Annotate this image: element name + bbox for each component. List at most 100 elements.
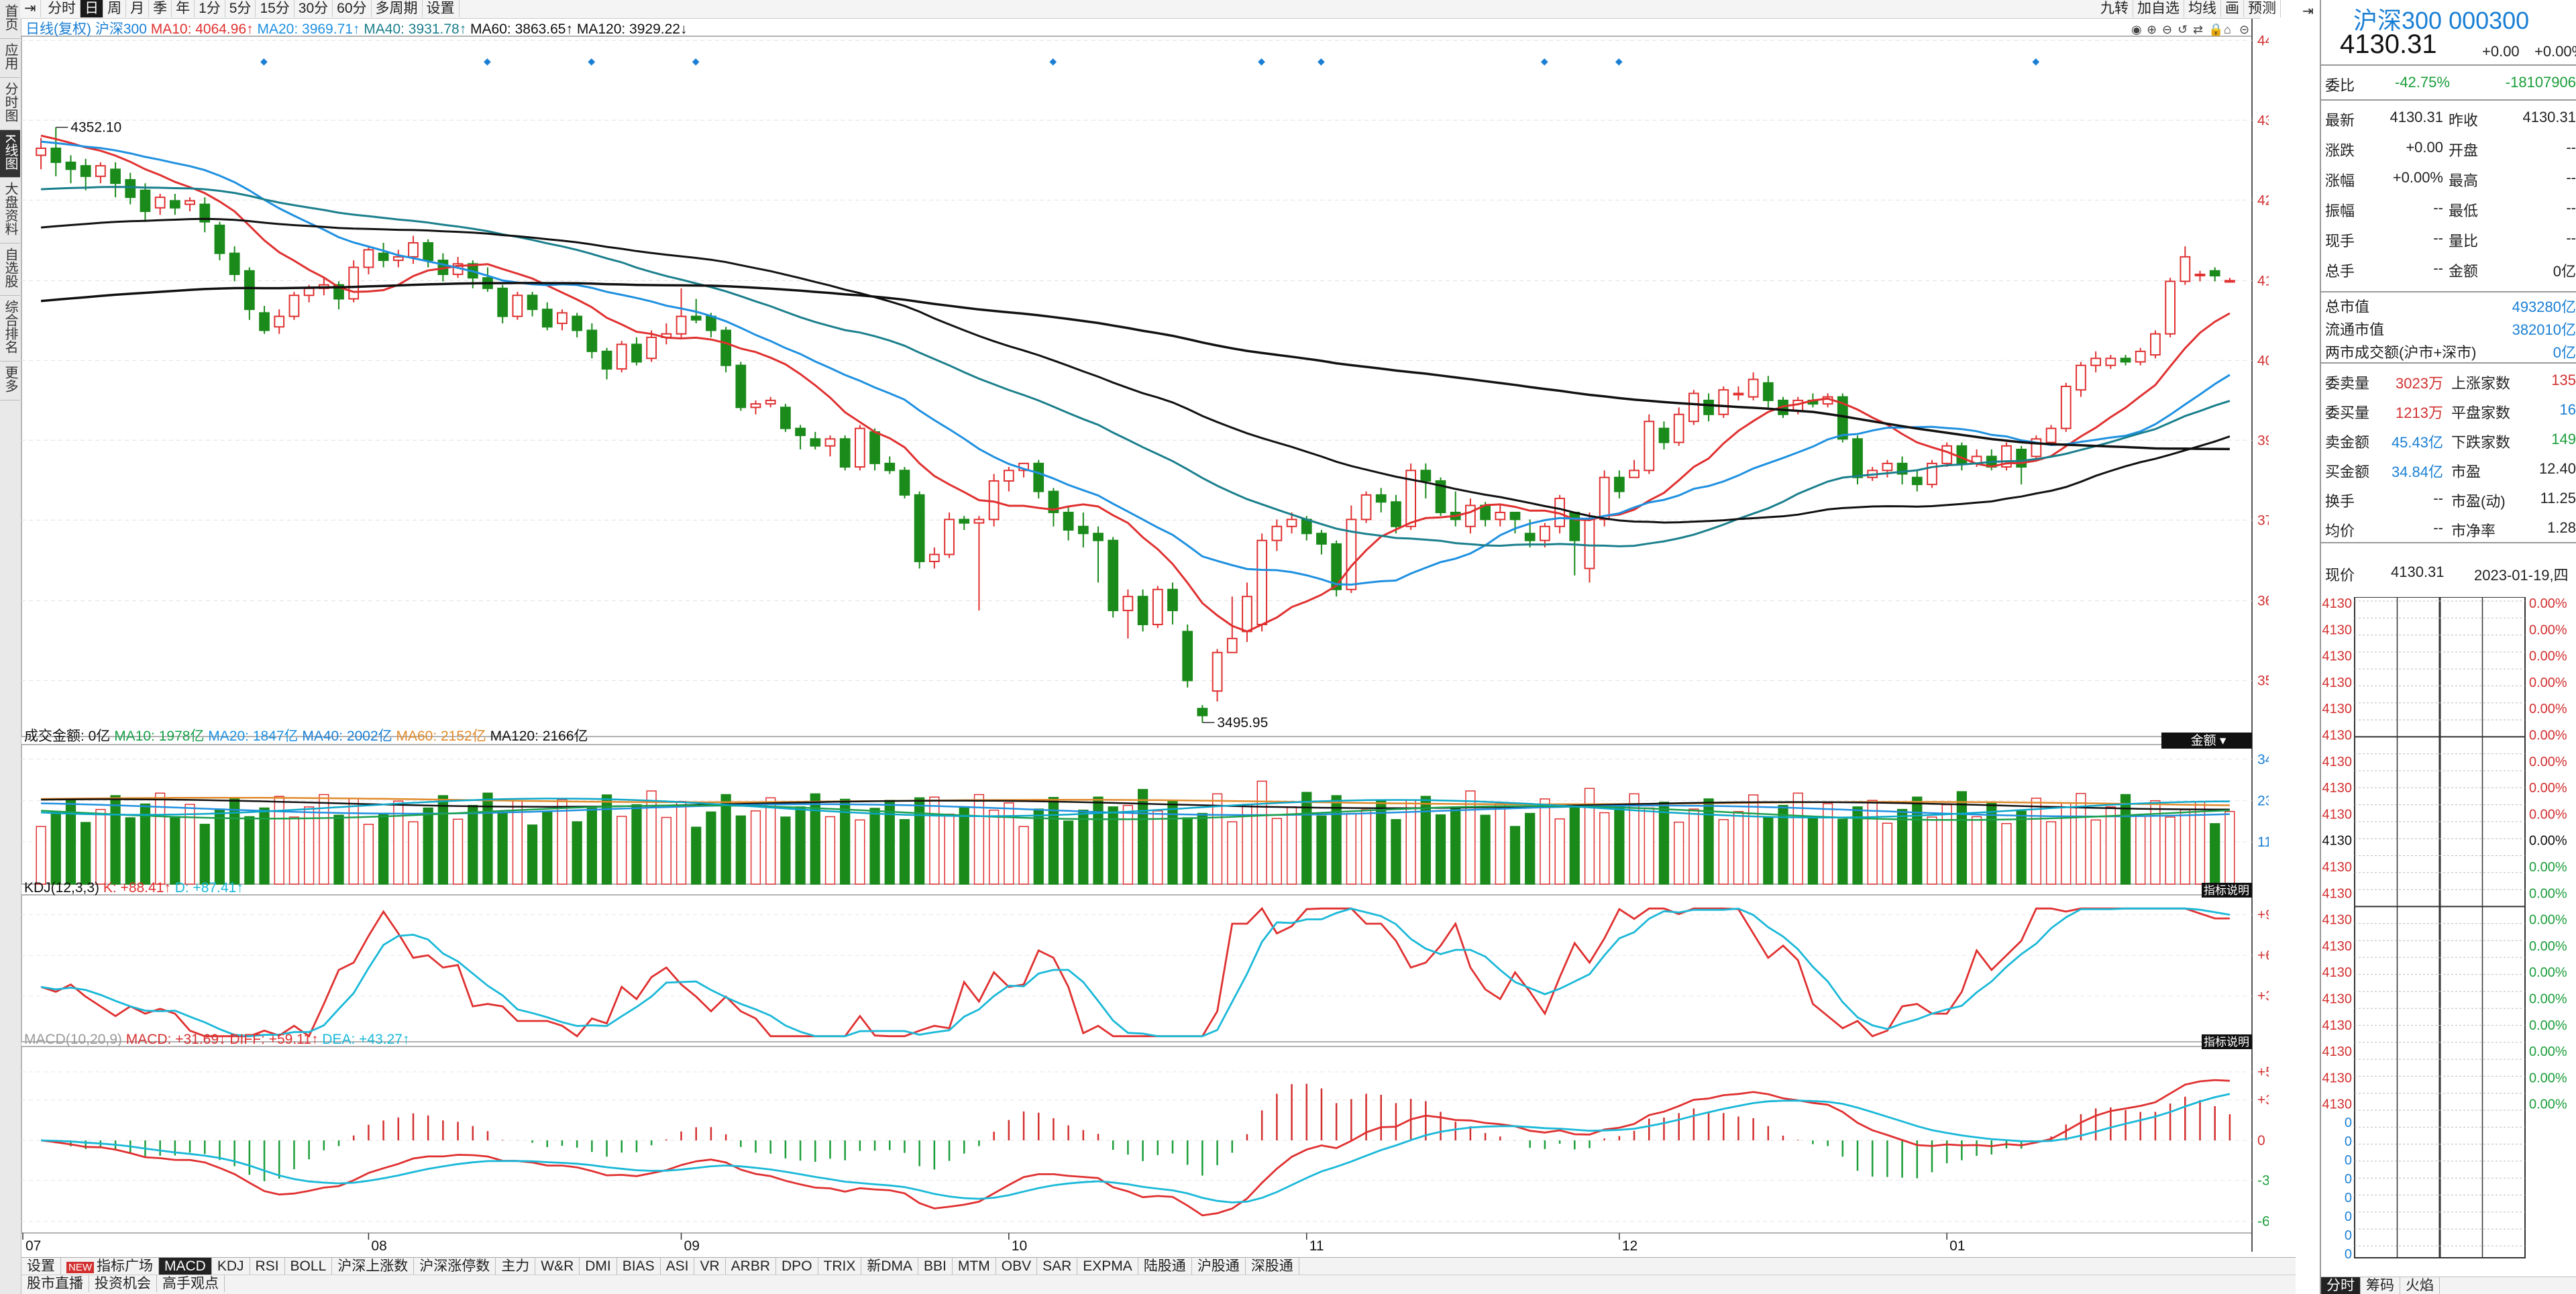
chart-tool-icon[interactable]: ⌂: [2224, 23, 2231, 36]
tool-1[interactable]: 加自选: [2133, 0, 2184, 17]
event-marker-icon[interactable]: ◆: [484, 56, 491, 66]
right-tab-2[interactable]: 火焰: [2400, 1277, 2440, 1294]
sidebar-item-2[interactable]: 分时图: [0, 78, 20, 130]
indicator-tab-24[interactable]: 沪股通: [1192, 1258, 1246, 1275]
period-5[interactable]: 年: [172, 0, 195, 17]
market-value: 0亿: [2553, 344, 2576, 361]
volume-badge[interactable]: [2161, 733, 2252, 749]
chart-tool-icon[interactable]: ⊝: [2239, 23, 2249, 36]
kdj-help-badge[interactable]: [2202, 883, 2252, 898]
order-label: 换手: [2325, 493, 2355, 510]
sidebar-item-3[interactable]: K线图: [0, 130, 20, 178]
tool-4[interactable]: 预测: [2244, 0, 2281, 17]
sidebar-item-0[interactable]: 首页: [0, 0, 20, 39]
event-marker-icon[interactable]: ◆: [1541, 56, 1548, 66]
right-tab-0[interactable]: 分时: [2321, 1277, 2361, 1294]
quote-label: 最新: [2325, 112, 2355, 129]
event-marker-icon[interactable]: ◆: [588, 56, 595, 66]
indicator-tab-22[interactable]: EXPMA: [1077, 1258, 1138, 1275]
indicator-tab-8[interactable]: 主力: [496, 1258, 536, 1275]
indicator-tab-5[interactable]: BOLL: [285, 1258, 333, 1275]
period-9[interactable]: 30分: [294, 0, 333, 17]
period-7[interactable]: 5分: [225, 0, 256, 17]
event-marker-icon[interactable]: ◆: [1615, 56, 1623, 66]
event-marker-icon[interactable]: ◆: [1318, 56, 1325, 66]
sidebar-item-5[interactable]: 自选股: [0, 244, 20, 296]
event-marker-icon[interactable]: ◆: [260, 56, 268, 66]
indicator-tab-12[interactable]: ASI: [661, 1258, 695, 1275]
indicator-tab-11[interactable]: BIAS: [617, 1258, 661, 1275]
indicator-tab-19[interactable]: MTM: [953, 1258, 996, 1275]
period-4[interactable]: 季: [149, 0, 172, 17]
period-10[interactable]: 60分: [333, 0, 372, 17]
indicator-tab-4[interactable]: RSI: [250, 1258, 285, 1275]
mini-grid-pct: 0.00%: [2529, 781, 2567, 796]
indicator-tab-6[interactable]: 沪深上涨数: [332, 1258, 415, 1275]
price-axis-label: 3560: [2257, 673, 2269, 688]
period-11[interactable]: 多周期: [372, 0, 423, 17]
volume-bar: [1495, 803, 1505, 885]
indicator-tab-18[interactable]: BBI: [918, 1258, 953, 1275]
period-0[interactable]: 分时: [44, 0, 81, 17]
indicator-tab-2[interactable]: MACD: [159, 1258, 212, 1275]
chart-tool-icon[interactable]: 🔒: [2208, 23, 2223, 36]
event-marker-icon[interactable]: ◆: [1049, 56, 1057, 66]
indicator-tab-17[interactable]: 新DMA: [861, 1258, 919, 1275]
candle: [676, 288, 687, 337]
period-1[interactable]: 日: [80, 0, 104, 17]
chart-tool-icon[interactable]: ◉: [2131, 23, 2142, 36]
event-marker-icon[interactable]: ◆: [1258, 56, 1265, 66]
sidebar-item-6[interactable]: 综合排名: [0, 296, 20, 362]
bottom-link-0[interactable]: 股市直播: [21, 1275, 89, 1292]
period-12[interactable]: 设置: [423, 0, 460, 17]
period-6[interactable]: 1分: [195, 0, 225, 17]
chart-tool-icon[interactable]: ⊖: [2162, 23, 2172, 36]
period-8[interactable]: 15分: [256, 0, 294, 17]
volume-bar: [586, 806, 597, 885]
volume-bar: [601, 794, 612, 885]
period-2[interactable]: 周: [103, 0, 127, 17]
indicator-tab-15[interactable]: DPO: [776, 1258, 818, 1275]
nav-arrow-icon[interactable]: ⇥: [20, 0, 41, 17]
period-3[interactable]: 月: [126, 0, 150, 17]
collapse-icon[interactable]: ⇥: [2302, 4, 2314, 19]
indicator-tab-14[interactable]: ARBR: [726, 1258, 777, 1275]
bottom-link-1[interactable]: 投资机会: [89, 1275, 157, 1292]
indicator-tab-20[interactable]: OBV: [996, 1258, 1038, 1275]
chart-tool-icon[interactable]: ↺: [2178, 23, 2188, 36]
indicator-tab-13[interactable]: VR: [694, 1258, 726, 1275]
macd-axis-label: +59.11: [2257, 1065, 2269, 1080]
sidebar-item-1[interactable]: 应用: [0, 39, 20, 78]
candle: [1465, 498, 1476, 534]
indicator-tab-1[interactable]: NEW 指标广场: [61, 1258, 159, 1275]
indicator-tab-10[interactable]: DMI: [580, 1258, 617, 1275]
chart-tool-icon[interactable]: ⇄: [2193, 23, 2203, 36]
indicator-tab-9[interactable]: W&R: [535, 1258, 580, 1275]
mini-intraday-grid[interactable]: 4130 0.00% 4130 0.00% 4130 0.00% 4130 0.00% 4130…: [2321, 596, 2576, 1268]
tool-2[interactable]: 均线: [2184, 0, 2221, 17]
bottom-link-2[interactable]: 高手观点: [157, 1275, 225, 1292]
indicator-tab-21[interactable]: SAR: [1037, 1258, 1078, 1275]
macd-help-badge[interactable]: [2202, 1034, 2252, 1049]
event-marker-icon[interactable]: ◆: [2032, 56, 2039, 66]
chart-tool-icon[interactable]: ⊕: [2147, 23, 2157, 36]
indicator-tab-16[interactable]: TRIX: [818, 1258, 862, 1275]
indicator-tab-3[interactable]: KDJ: [212, 1258, 250, 1275]
tool-0[interactable]: 九转: [2096, 0, 2133, 17]
indicator-tab-25[interactable]: 深股通: [1246, 1258, 1299, 1275]
sidebar-item-4[interactable]: 大盘资料: [0, 178, 20, 244]
candle: [154, 193, 166, 215]
kline-chart[interactable]: 4474 4360 4246 4131 4017 3903 3789 3674 3560 4352…: [21, 19, 2301, 1260]
right-tab-1[interactable]: 筹码: [2361, 1277, 2400, 1294]
indicator-tab-7[interactable]: 沪深涨停数: [414, 1258, 496, 1275]
volume-bar: [572, 821, 582, 885]
indicator-tab-23[interactable]: 陆股通: [1138, 1258, 1192, 1275]
volume-bar: [1688, 808, 1699, 885]
indicator-tab-0[interactable]: 设置: [21, 1258, 61, 1275]
quote-label: 振幅: [2325, 203, 2355, 219]
quote-row: 最新 4130.31 昨收 4130.31: [2321, 101, 2576, 133]
sidebar-item-7[interactable]: 更多: [0, 362, 20, 401]
event-marker-icon[interactable]: ◆: [692, 56, 700, 66]
tool-3[interactable]: 画: [2221, 0, 2244, 17]
volume-bar: [1346, 812, 1356, 885]
